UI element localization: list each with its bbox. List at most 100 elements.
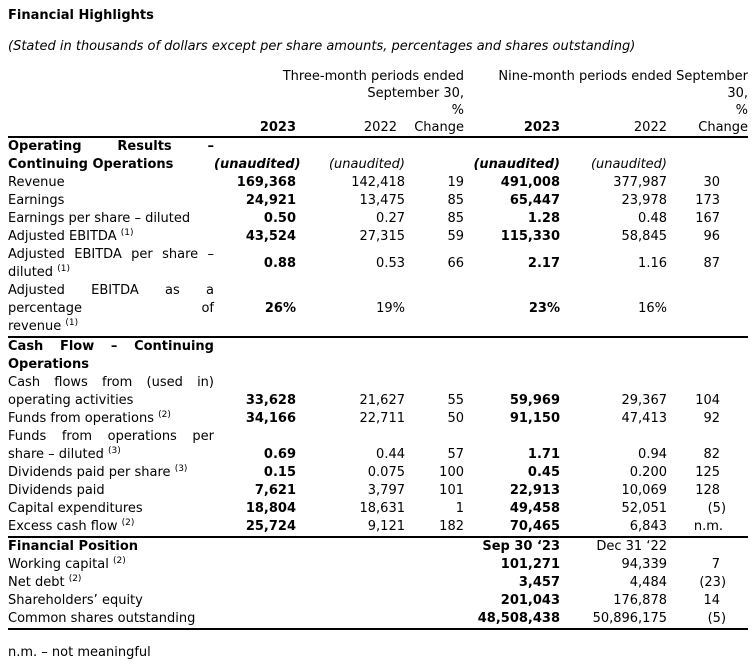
footnote-ref: (1) [57,264,70,274]
data-row: Common shares outstanding 48,508,438 50,89… [8,610,749,630]
data-row: Net debt (2) 3,457 4,484 (23) [8,574,748,592]
row-label: Funds from operations per share – diluted… [8,429,214,462]
cell-achg [405,536,464,556]
cell-a2022 [296,336,405,374]
cell-achg: 85 [447,211,464,226]
cell-bchg: 173 [695,193,721,208]
data-row: Adjusted EBITDA as a percentage of revenue… [8,282,748,337]
col-header-change-9mo: Change [667,119,749,138]
cell-b2023 [464,336,560,374]
cell-a2022: 9,121 [367,519,405,534]
period-header-row: Three-month periods ended September 30, … [8,68,748,102]
cell-b2023: 23% [528,301,560,316]
data-row: Shareholders’ equity 201,043 176,878 14 [8,592,748,610]
cell-a2022: 21,627 [359,393,406,408]
cell-b2022: 1.16 [638,256,667,271]
cell-achg: 182 [439,519,464,534]
cell-b2022: 16% [638,301,667,316]
cell-achg [405,282,464,337]
row-label: Operating Results – Continuing Operations [8,139,214,172]
data-row: Funds from operations (2) 34,166 22,711 50 9… [8,410,748,428]
financial-highlights-table: Three-month periods ended September 30, … [8,68,749,630]
col-header-2023-3mo: 2023 [214,119,296,138]
cell-a2023 [214,610,296,630]
cell-achg: 50 [447,411,464,426]
row-label: Adjusted EBITDA (1) [8,228,134,245]
cell-a2022: (unaudited) [328,157,405,172]
cell-b2022: 0.94 [638,447,667,462]
cell-a2023: 24,921 [245,193,296,208]
cell-bchg: 96 [703,229,721,244]
cell-b2023: 101,271 [500,557,560,572]
cell-b2023: 70,465 [509,519,560,534]
cell-b2022 [560,336,667,374]
footnote-ref: (2) [68,574,82,584]
data-row: Capital expenditures 18,804 18,631 1 49,458 5… [8,500,748,518]
cell-b2023: 115,330 [500,229,560,244]
data-row: Excess cash flow (2) 25,724 9,121 182 70,465… [8,518,748,537]
row-label: Earnings [8,193,65,208]
cell-bchg: (5) [707,501,727,516]
data-row: Earnings 24,921 13,475 85 65,447 23,978 173 [8,192,748,210]
section-row: Cash Flow – Continuing Operations [8,336,749,374]
cell-achg: 19 [447,175,464,190]
cell-a2023 [214,536,296,556]
row-label: Shareholders’ equity [8,593,143,608]
percent-header-row: % % [8,102,748,119]
cell-a2022: 19% [376,301,405,316]
cell-b2022: 29,367 [621,393,668,408]
cell-a2022: 0.53 [376,256,405,271]
footnote-ref: (2) [121,518,135,528]
cell-a2022: 3,797 [367,483,405,498]
cell-a2023: 0.15 [263,465,296,480]
row-label: Dividends paid [8,483,105,498]
cell-b2023: 1.71 [527,447,560,462]
cell-b2022: 6,843 [629,519,667,534]
table-header: Three-month periods ended September 30, … [8,68,749,138]
cell-b2023: 91,150 [509,411,560,426]
row-label: Cash flows from (used in) operating activ… [8,375,214,408]
row-label: Common shares outstanding [8,610,214,630]
cell-bchg: 14 [703,593,721,608]
cell-a2023: 169,368 [236,175,296,190]
cell-bchg: 92 [703,411,721,426]
year-header-row: 2023 2022 Change 2023 2022 Change [8,119,749,138]
cell-b2023: 49,458 [509,501,560,516]
footnote-ref: (3) [108,446,121,456]
header-spacer [8,102,214,119]
row-label: Funds from operations (2) [8,410,171,427]
cell-bchg: 82 [703,447,721,462]
footnote-ref: (2) [112,556,126,566]
cell-a2023: 0.69 [263,447,296,462]
cell-bchg [667,282,748,337]
cell-b2022: 23,978 [621,193,668,208]
footnote-ref: (1) [120,228,134,238]
data-row: Earnings per share – diluted 0.50 0.27 85 1.… [8,210,748,228]
row-label: Earnings per share – diluted [8,211,191,226]
cell-achg [405,610,464,630]
three-month-period-header: Three-month periods ended September 30, [282,69,464,101]
cell-a2023: 7,621 [254,483,296,498]
cell-achg: 55 [447,393,464,408]
cell-a2023: (unaudited) [214,157,301,172]
cell-achg: 100 [439,465,464,480]
row-label: Net debt (2) [8,574,82,591]
cell-bchg: n.m. [693,519,724,534]
cell-b2023: 3,457 [518,575,560,590]
cell-b2022: 94,339 [621,557,668,572]
cell-b2022: 10,069 [621,483,668,498]
cell-bchg: 128 [695,483,721,498]
row-label: Dividends paid per share (3) [8,464,188,481]
cell-achg [405,336,464,374]
cell-a2022 [296,610,405,630]
data-row: Funds from operations per share – diluted… [8,428,748,464]
cell-bchg [667,536,749,556]
cell-achg: 101 [439,483,464,498]
cell-a2023: 18,804 [245,501,296,516]
cell-b2023: 491,008 [500,175,560,190]
data-row: Adjusted EBITDA (1) 43,524 27,315 59 115,330… [8,228,748,246]
cell-achg [405,574,464,592]
header-spacer [8,68,214,102]
cell-a2023: 43,524 [245,229,296,244]
cell-a2023: 0.50 [263,211,296,226]
